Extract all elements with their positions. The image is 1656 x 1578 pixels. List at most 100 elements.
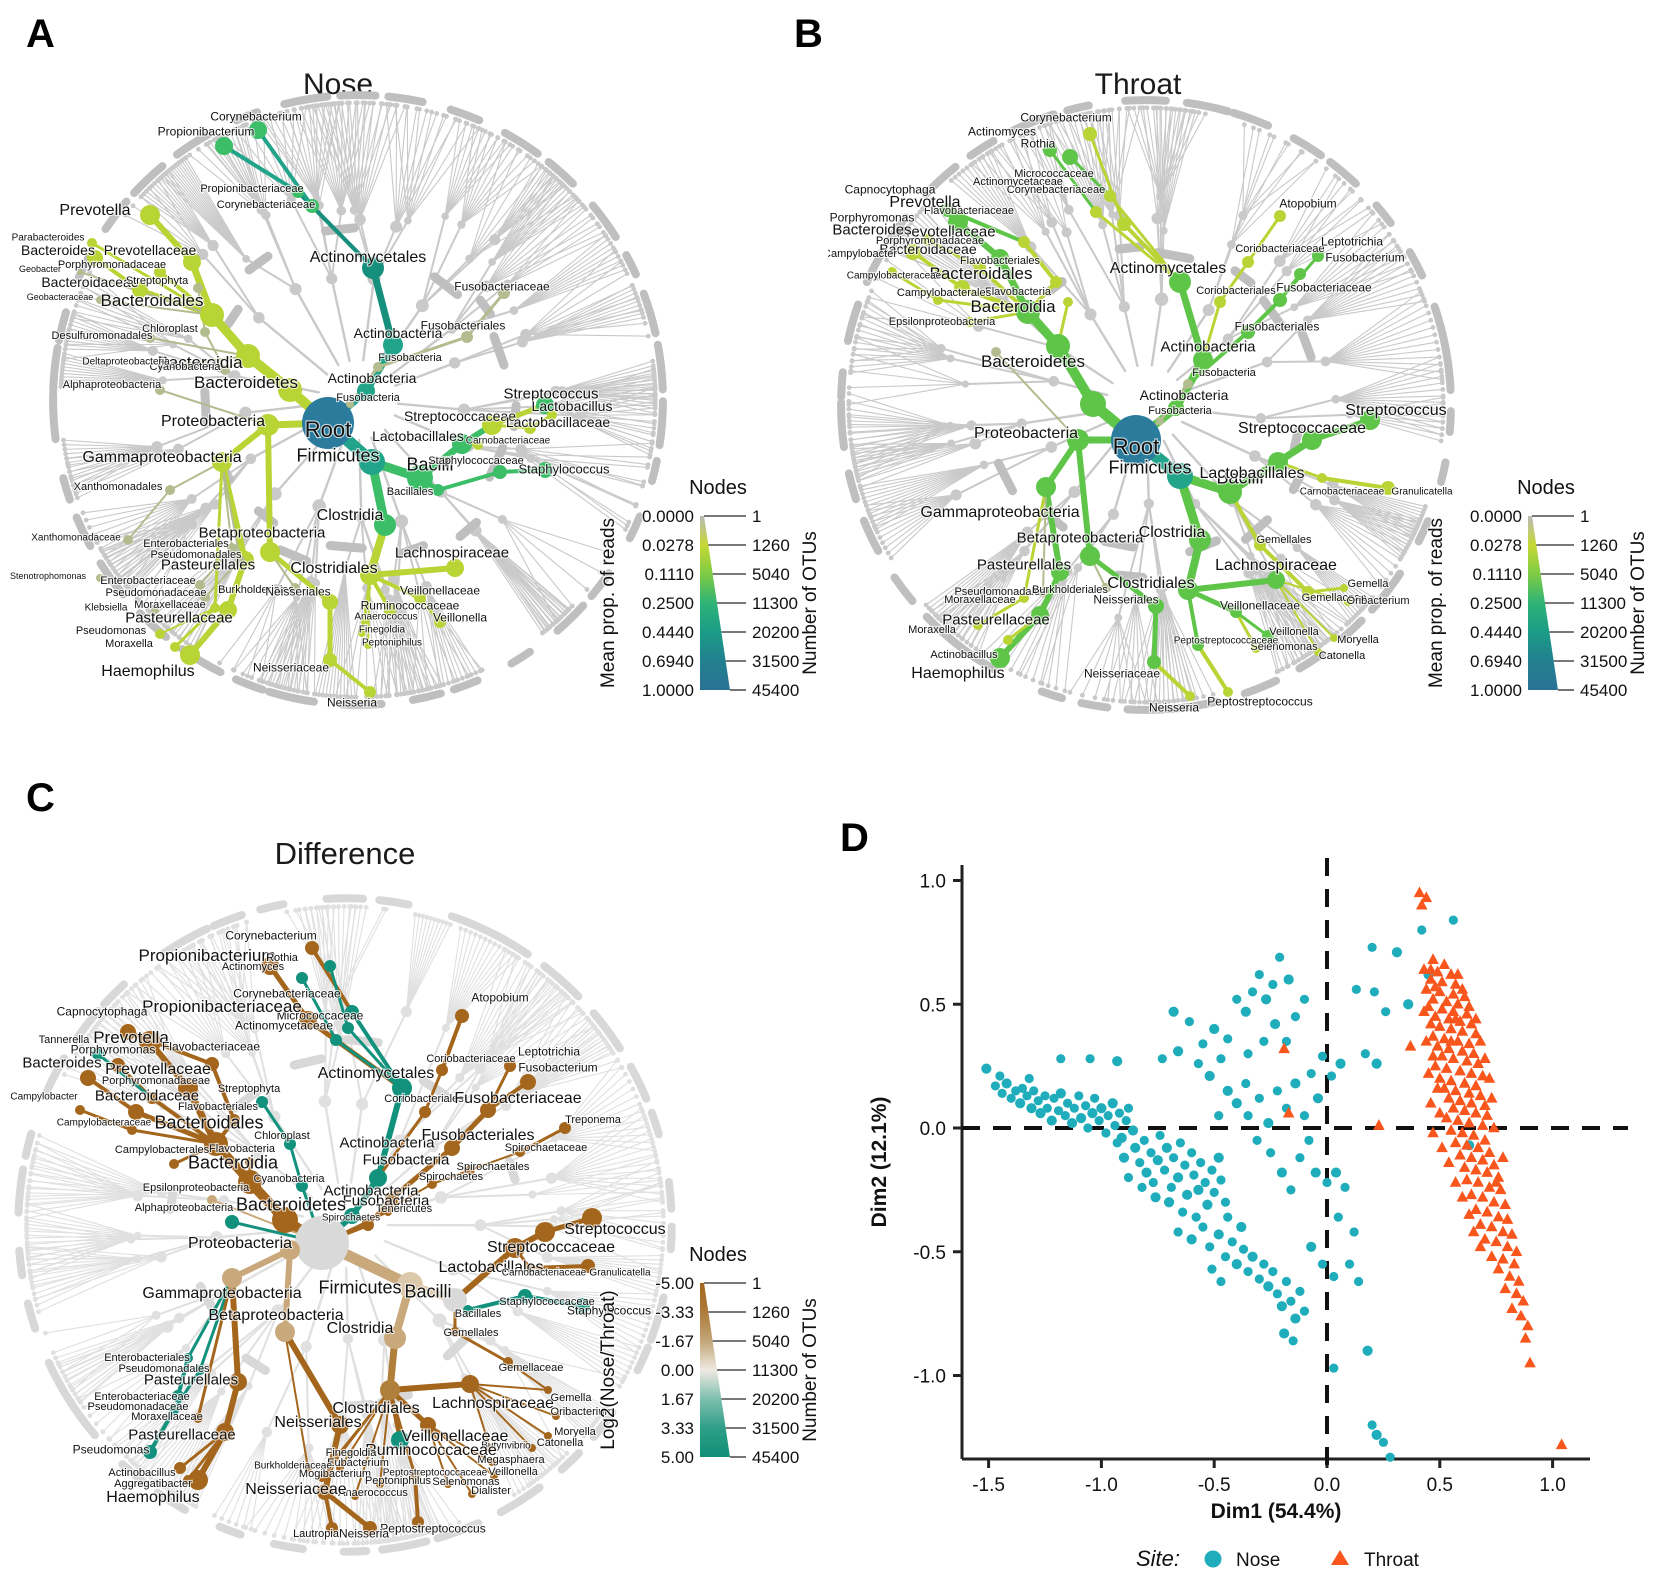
nose-point — [1066, 1117, 1078, 1129]
legend-left-axis-label: Log2(Nose/Throat) — [598, 1290, 619, 1449]
taxon-label: Pasteurellales — [161, 556, 255, 573]
taxon-label: Actinobacillus — [108, 1467, 176, 1479]
tree-edge — [133, 1109, 219, 1147]
throat-point — [1463, 1037, 1475, 1049]
throat-point — [1481, 1166, 1493, 1177]
legend-left-value: 1.0000 — [642, 681, 694, 700]
throat-point — [1420, 891, 1433, 903]
nose-point — [1094, 1115, 1104, 1126]
taxon-node — [1080, 546, 1100, 566]
taxon-node — [280, 1240, 300, 1260]
taxon-node — [154, 266, 166, 278]
throat-point — [1463, 1086, 1475, 1098]
taxon-node — [200, 327, 210, 337]
nose-point — [1288, 1336, 1298, 1346]
throat-point — [1517, 1294, 1530, 1306]
taxon-node — [432, 484, 444, 496]
taxon-node — [323, 653, 337, 667]
taxon-label: Lactobacillaceae — [506, 414, 611, 430]
tree-edge — [221, 461, 241, 561]
taxon-label: Xanthomonadaceae — [31, 533, 121, 544]
taxon-node — [1251, 643, 1261, 653]
nose-point — [1198, 1039, 1208, 1049]
taxon-node — [207, 1195, 217, 1205]
tree-edge — [379, 1389, 391, 1485]
throat-point — [1476, 1153, 1489, 1165]
tree-edge — [328, 964, 350, 1030]
throat-point — [1479, 1099, 1491, 1111]
nose-point — [1163, 1197, 1175, 1208]
nose-point — [1090, 1093, 1100, 1103]
taxon-node — [427, 1179, 437, 1189]
tree-edge — [369, 264, 397, 349]
taxon-label: Carnobacteriaceae — [466, 436, 551, 447]
nose-legend-marker — [1204, 1550, 1222, 1568]
taxon-node — [954, 280, 970, 296]
taxon-label: Enterobacteriales — [104, 1352, 190, 1364]
taxon-label: Bacteroidetes — [981, 352, 1085, 371]
taxon-label: Prevotellaceae — [104, 242, 197, 258]
taxon-label: Haemophilus — [911, 665, 1004, 682]
legend-left-axis-label: Mean prop. of reads — [598, 518, 619, 688]
taxon-node — [140, 205, 160, 225]
taxon-node — [391, 1431, 409, 1449]
taxon-node — [991, 347, 1001, 357]
tree-edge — [452, 1245, 518, 1303]
taxon-label: Leptotrichia — [1321, 234, 1383, 248]
taxon-node — [376, 1480, 384, 1488]
nose-point — [1353, 1276, 1364, 1287]
tree-edge — [310, 946, 354, 1014]
x-tick-label: -1.5 — [972, 1475, 1005, 1496]
nose-point — [1371, 1429, 1382, 1440]
throat-point — [1456, 983, 1469, 994]
taxon-label: Moryella — [554, 1426, 596, 1438]
x-tick-label: 1.0 — [1539, 1475, 1565, 1496]
taxon-node — [345, 1005, 359, 1019]
throat-point — [1436, 1049, 1448, 1061]
taxon-label: Porphyromonas — [830, 210, 915, 224]
throat-point — [1524, 1356, 1536, 1368]
throat-point — [1512, 1275, 1525, 1286]
nose-point — [1081, 1101, 1091, 1111]
taxon-label: Flavobacteriales — [960, 255, 1041, 267]
nose-point — [1216, 1276, 1226, 1287]
taxon-node — [524, 422, 536, 434]
tree-edge — [322, 1489, 373, 1531]
taxon-node — [922, 234, 934, 246]
taxon-label: Pseudomonadaceae — [88, 1401, 189, 1413]
tree-edge — [1022, 240, 1058, 284]
nose-point — [1042, 1103, 1052, 1113]
panel-d-letter: D — [840, 816, 869, 860]
tree-edge — [440, 1014, 464, 1072]
tree-edge — [1151, 603, 1159, 665]
taxon-node — [1381, 481, 1395, 495]
legend-right-value: 1260 — [752, 1303, 790, 1322]
throat-point — [1458, 1161, 1471, 1172]
nose-point — [1259, 1259, 1269, 1269]
nose-point — [1317, 1051, 1328, 1061]
taxon-label: Catonella — [537, 1437, 584, 1449]
taxon-label: Pseudomonadales — [954, 586, 1046, 598]
taxon-node — [1262, 630, 1274, 642]
tree-edge — [265, 422, 273, 555]
tree-edge — [1048, 148, 1098, 214]
taxon-node — [326, 1522, 338, 1534]
legend-wedge — [700, 516, 730, 690]
panel-b-title: Throat — [1094, 68, 1182, 101]
tree-edge — [284, 1331, 309, 1469]
taxon-node — [1218, 480, 1242, 504]
taxon-label: Pseudomonadales — [118, 1363, 210, 1375]
taxon-label: Klebsiella — [85, 603, 128, 614]
throat-point — [1474, 1240, 1487, 1252]
throat-point — [1445, 1124, 1457, 1135]
legend-left-value: 0.2500 — [1470, 594, 1522, 613]
throat-point — [1434, 1106, 1446, 1118]
nodes-legend: Nodes -5.00 1 -3.33 1260 -1.67 5040 0.00 11300 1.… — [597, 1243, 822, 1468]
tree-edge — [376, 1110, 427, 1180]
taxon-label: Lachnospiraceae — [1215, 557, 1337, 574]
nose-point — [1204, 1070, 1215, 1082]
throat-point — [1479, 1052, 1491, 1063]
taxon-label: Fusobacteria — [1148, 405, 1212, 417]
nose-point — [1209, 1023, 1220, 1035]
throat-point — [1443, 1091, 1455, 1103]
